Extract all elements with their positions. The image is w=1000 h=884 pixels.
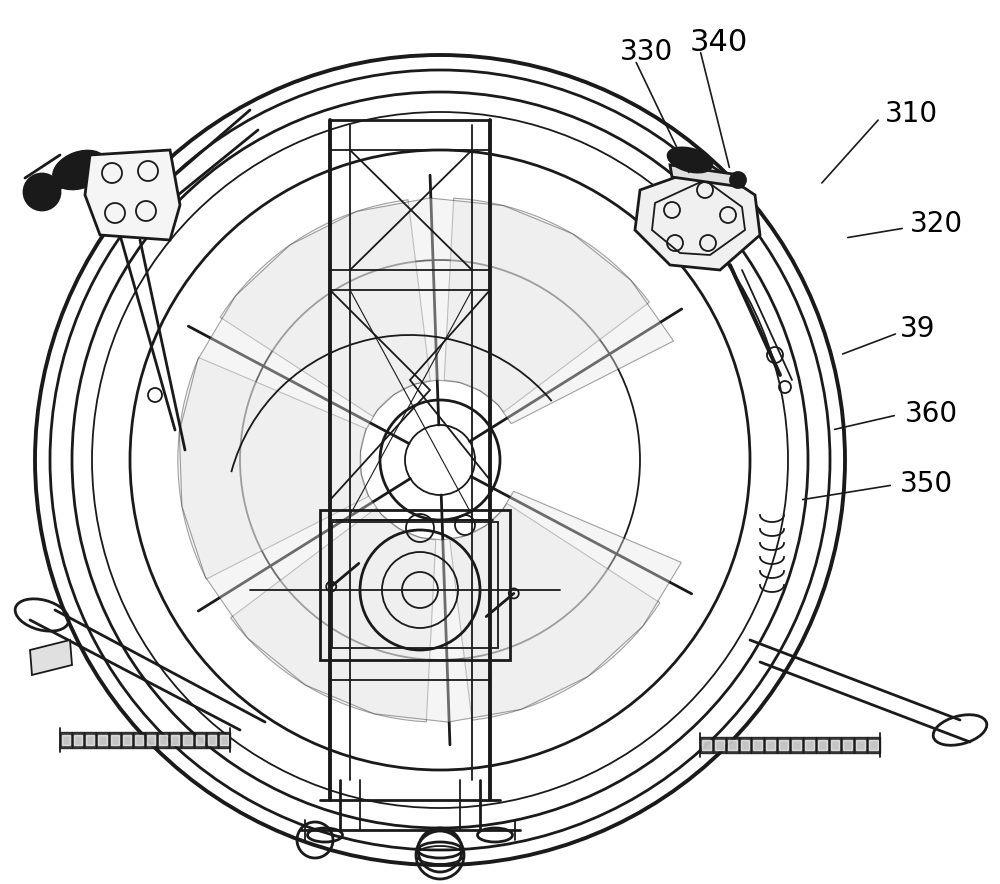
- Polygon shape: [805, 740, 814, 750]
- Polygon shape: [109, 732, 121, 748]
- Polygon shape: [777, 737, 790, 753]
- Polygon shape: [98, 735, 107, 745]
- Polygon shape: [123, 735, 131, 745]
- Polygon shape: [86, 735, 94, 745]
- Text: 340: 340: [690, 28, 748, 57]
- Polygon shape: [231, 508, 436, 722]
- Ellipse shape: [668, 148, 712, 172]
- Polygon shape: [208, 735, 216, 745]
- Polygon shape: [790, 737, 803, 753]
- Polygon shape: [854, 737, 867, 753]
- Polygon shape: [739, 737, 751, 753]
- Polygon shape: [803, 737, 816, 753]
- Polygon shape: [818, 740, 827, 750]
- Circle shape: [24, 174, 60, 210]
- Circle shape: [730, 172, 746, 188]
- Polygon shape: [206, 732, 218, 748]
- Polygon shape: [111, 735, 119, 745]
- Polygon shape: [766, 740, 775, 750]
- Polygon shape: [728, 740, 737, 750]
- Polygon shape: [843, 740, 852, 750]
- Polygon shape: [194, 732, 206, 748]
- Polygon shape: [715, 740, 724, 750]
- Text: 350: 350: [900, 470, 953, 498]
- Polygon shape: [764, 737, 777, 753]
- Polygon shape: [181, 732, 194, 748]
- Polygon shape: [30, 640, 72, 675]
- Text: 360: 360: [905, 400, 958, 428]
- Polygon shape: [831, 740, 839, 750]
- Text: 330: 330: [620, 38, 673, 66]
- Polygon shape: [72, 732, 84, 748]
- Polygon shape: [121, 732, 133, 748]
- Polygon shape: [74, 735, 82, 745]
- Text: 310: 310: [885, 100, 938, 128]
- Polygon shape: [60, 732, 72, 748]
- Polygon shape: [841, 737, 854, 753]
- Polygon shape: [220, 200, 430, 416]
- Polygon shape: [62, 735, 70, 745]
- Polygon shape: [869, 740, 878, 750]
- Polygon shape: [133, 732, 145, 748]
- Polygon shape: [145, 732, 157, 748]
- Polygon shape: [741, 740, 749, 750]
- Polygon shape: [179, 198, 681, 722]
- Polygon shape: [220, 735, 228, 745]
- Ellipse shape: [53, 151, 107, 189]
- Polygon shape: [157, 732, 169, 748]
- Polygon shape: [779, 740, 788, 750]
- Polygon shape: [856, 740, 865, 750]
- Polygon shape: [751, 737, 764, 753]
- Polygon shape: [713, 737, 726, 753]
- Polygon shape: [792, 740, 801, 750]
- Polygon shape: [450, 504, 660, 720]
- Polygon shape: [169, 732, 181, 748]
- Polygon shape: [700, 737, 713, 753]
- Polygon shape: [816, 737, 829, 753]
- Text: 39: 39: [900, 315, 936, 343]
- Polygon shape: [218, 732, 230, 748]
- Polygon shape: [670, 165, 742, 187]
- Polygon shape: [183, 735, 192, 745]
- Polygon shape: [635, 165, 760, 270]
- Polygon shape: [726, 737, 739, 753]
- Polygon shape: [84, 732, 96, 748]
- Polygon shape: [178, 357, 369, 579]
- Polygon shape: [196, 735, 204, 745]
- Polygon shape: [96, 732, 109, 748]
- Polygon shape: [159, 735, 167, 745]
- Polygon shape: [147, 735, 155, 745]
- Polygon shape: [444, 198, 649, 412]
- Polygon shape: [829, 737, 841, 753]
- Polygon shape: [753, 740, 762, 750]
- Polygon shape: [702, 740, 711, 750]
- Polygon shape: [867, 737, 880, 753]
- Polygon shape: [135, 735, 143, 745]
- Text: 320: 320: [910, 210, 963, 238]
- Polygon shape: [85, 150, 180, 240]
- Polygon shape: [171, 735, 179, 745]
